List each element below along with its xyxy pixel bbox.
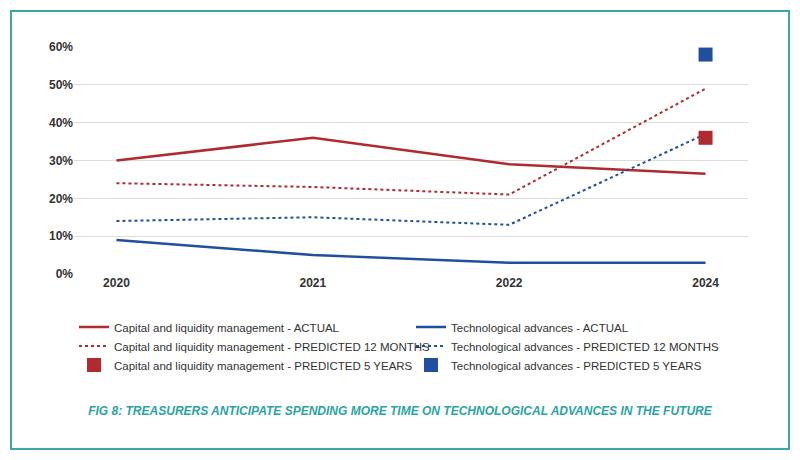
svg-text:Technological advances - ACTUA: Technological advances - ACTUAL [451, 322, 629, 334]
svg-text:10%: 10% [49, 229, 73, 243]
svg-text:50%: 50% [49, 78, 73, 92]
svg-text:Capital and liquidity manageme: Capital and liquidity management - PREDI… [114, 341, 430, 353]
svg-text:2024: 2024 [692, 276, 719, 290]
svg-text:Capital and liquidity manageme: Capital and liquidity management - ACTUA… [114, 322, 340, 334]
svg-text:20%: 20% [49, 192, 73, 206]
svg-text:40%: 40% [49, 116, 73, 130]
svg-text:0%: 0% [56, 267, 74, 281]
svg-text:60%: 60% [49, 40, 73, 54]
svg-text:2021: 2021 [299, 276, 326, 290]
svg-text:2022: 2022 [496, 276, 523, 290]
svg-text:2020: 2020 [103, 276, 130, 290]
svg-text:FIG 8: TREASURERS ANTICIPATE S: FIG 8: TREASURERS ANTICIPATE SPENDING MO… [88, 404, 713, 418]
svg-text:Technological advances - PREDI: Technological advances - PREDICTED 5 YEA… [451, 360, 702, 372]
svg-text:30%: 30% [49, 154, 73, 168]
svg-text:Technological advances - PREDI: Technological advances - PREDICTED 12 MO… [451, 341, 719, 353]
svg-text:Capital and liquidity manageme: Capital and liquidity management - PREDI… [114, 360, 413, 372]
